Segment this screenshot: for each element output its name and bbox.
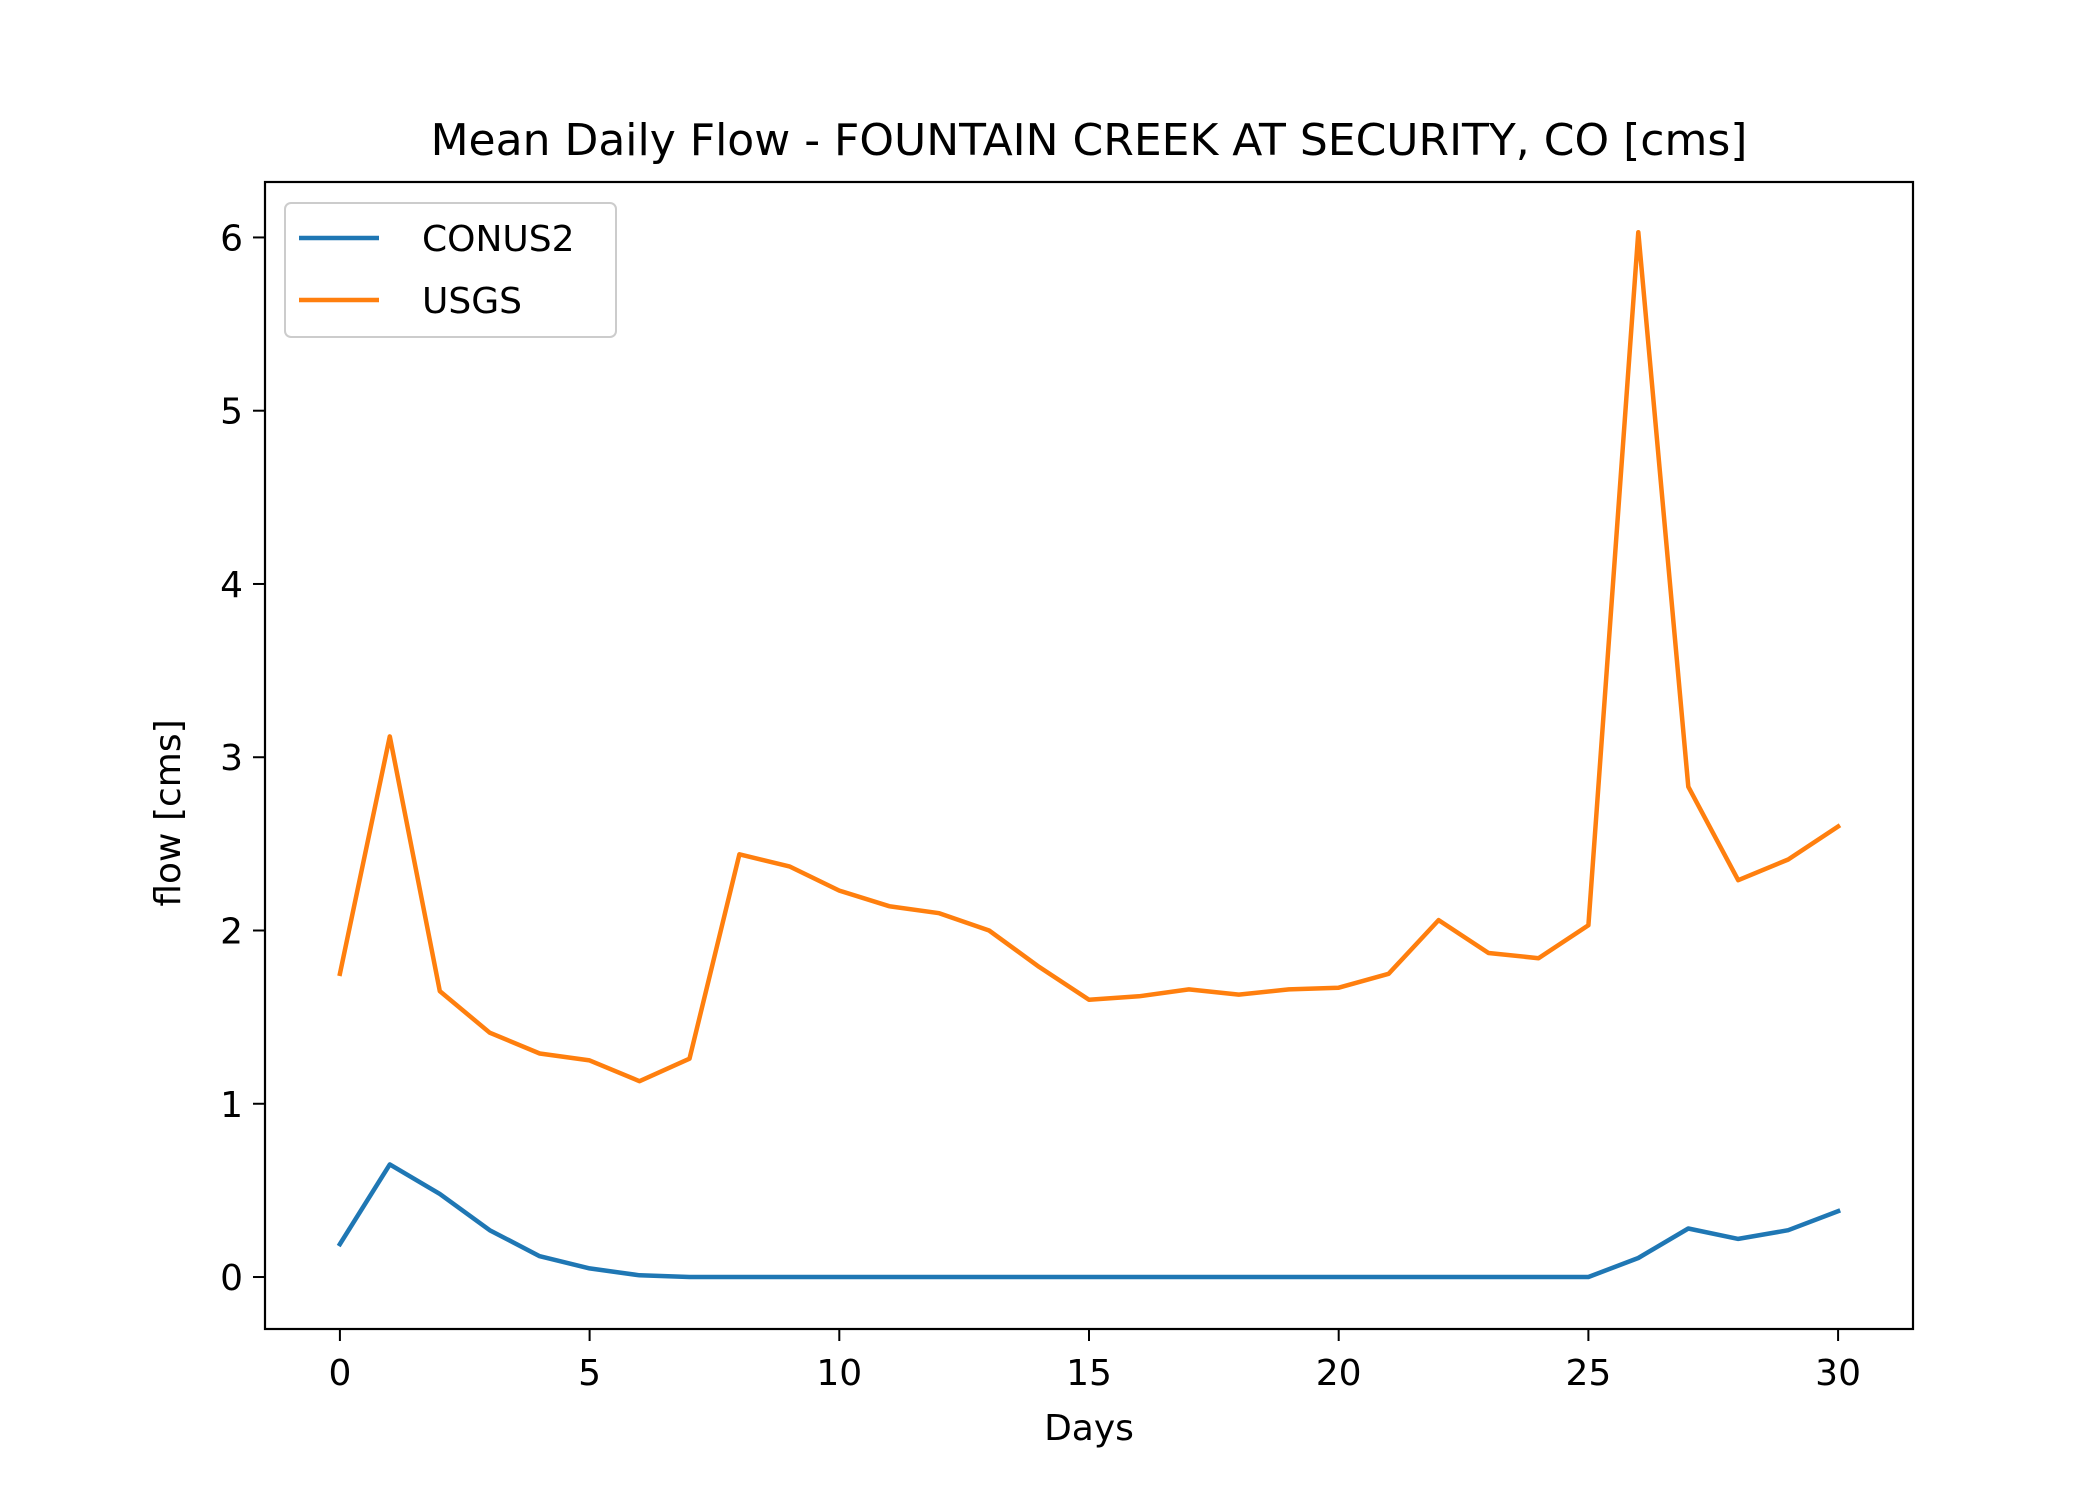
x-tick-label: 10 <box>816 1353 862 1394</box>
legend: CONUS2 USGS <box>284 202 617 338</box>
x-tick-label: 15 <box>1066 1353 1112 1394</box>
y-tick-label: 5 <box>220 392 243 433</box>
x-tick-label: 5 <box>578 1353 601 1394</box>
x-tick-label: 30 <box>1815 1353 1861 1394</box>
legend-label-conus2: CONUS2 <box>422 219 575 260</box>
y-tick-label: 2 <box>220 911 243 952</box>
y-axis-label: flow [cms] <box>148 719 189 906</box>
y-tick-label: 0 <box>220 1258 243 1299</box>
chart-title: Mean Daily Flow - FOUNTAIN CREEK AT SECU… <box>431 115 1748 166</box>
series-line-conus2 <box>336 1162 1842 1280</box>
y-tick-label: 6 <box>220 218 243 259</box>
x-axis: 0 5 10 15 20 25 30 <box>328 1329 1861 1394</box>
y-tick-label: 3 <box>220 738 243 779</box>
x-tick-label: 0 <box>328 1353 351 1394</box>
x-tick-label: 20 <box>1316 1353 1362 1394</box>
axes-frame <box>263 180 1915 1331</box>
x-tick-label: 25 <box>1565 1353 1611 1394</box>
y-tick-label: 4 <box>220 565 243 606</box>
legend-label-usgs: USGS <box>422 281 522 322</box>
x-axis-label: Days <box>1044 1408 1134 1449</box>
y-axis: 0 1 2 3 4 5 6 <box>220 218 265 1299</box>
y-tick-label: 1 <box>220 1085 243 1126</box>
series-line-usgs <box>337 229 1842 1084</box>
plot-area <box>263 180 1915 1331</box>
